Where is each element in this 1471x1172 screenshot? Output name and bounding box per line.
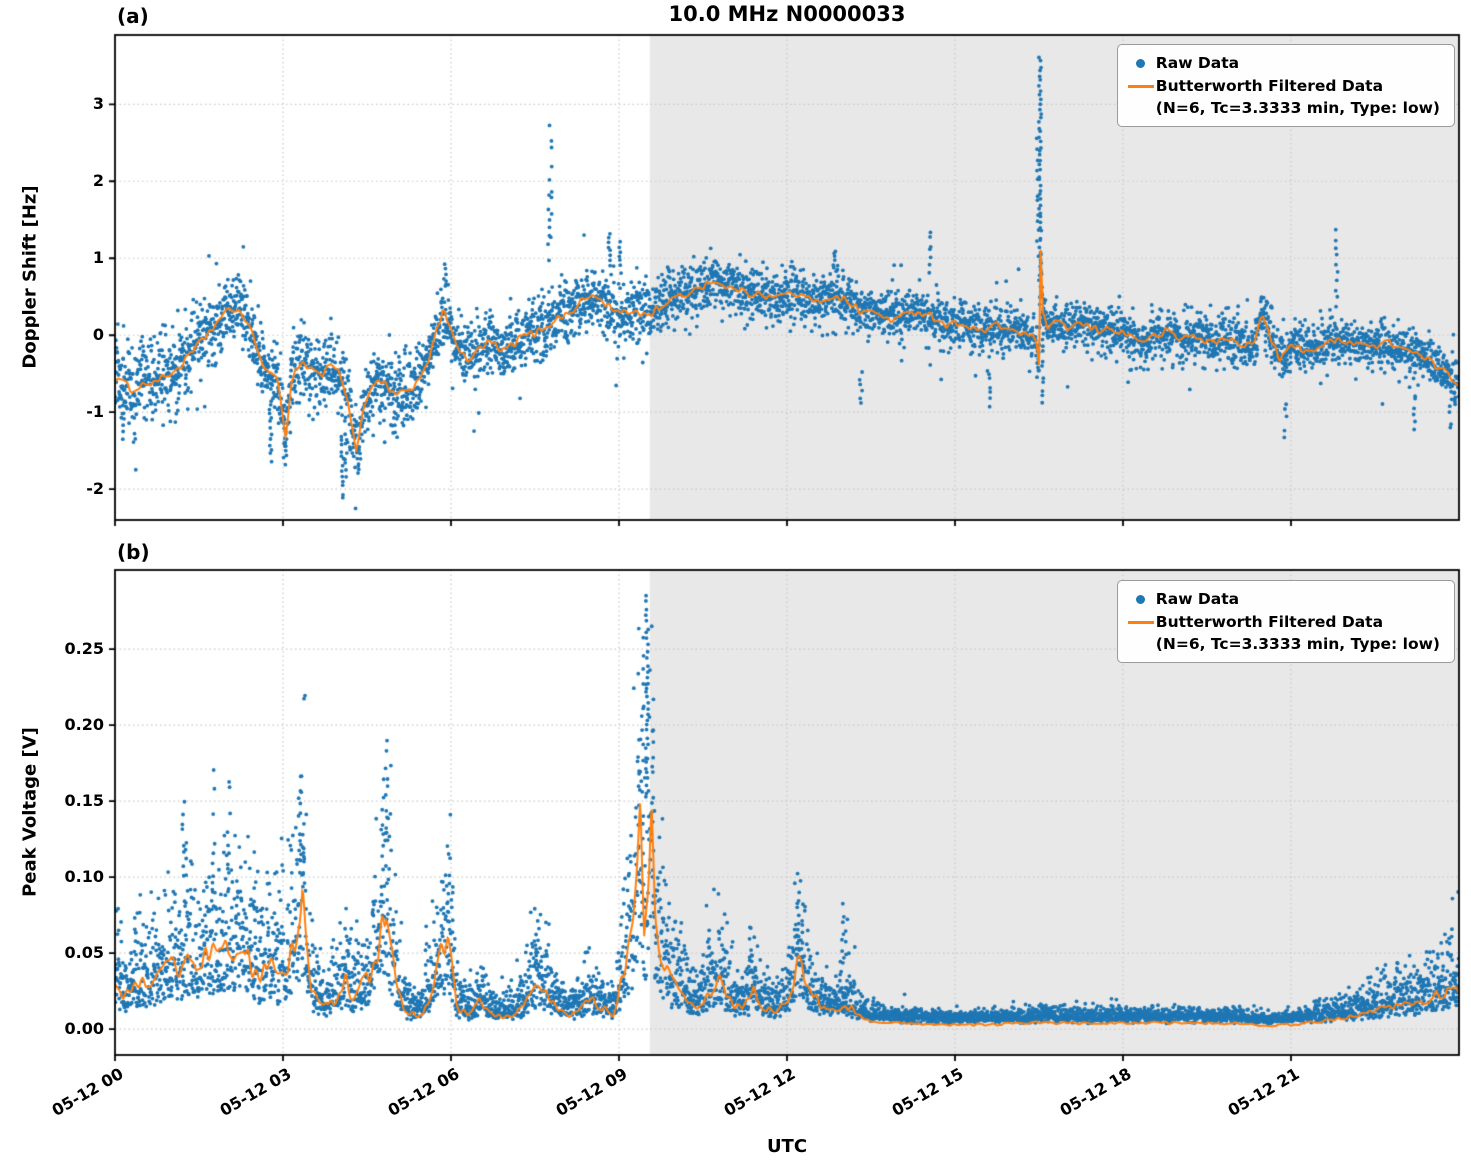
panel-b-label: (b) (117, 540, 150, 564)
legend-filtered-label: Butterworth Filtered Data (1155, 613, 1384, 631)
legend-entry-filtered: Butterworth Filtered Data (1126, 611, 1440, 634)
y-tick-label: -2 (86, 479, 104, 499)
filtered-line-marker-icon (1126, 621, 1156, 624)
y-tick-label: 0.25 (64, 639, 104, 659)
legend-filtered-label: Butterworth Filtered Data (1155, 77, 1384, 95)
filtered-line-marker-icon (1126, 85, 1156, 88)
legend-panel-b: Raw Data Butterworth Filtered Data (N=6,… (1116, 580, 1455, 663)
y-tick-label: 0.10 (64, 867, 104, 887)
y-tick-label: 0.00 (64, 1019, 104, 1039)
x-axis-label: UTC (766, 1136, 808, 1157)
panel-a-label: (a) (117, 4, 149, 28)
y-tick-label: 0.05 (64, 943, 104, 963)
legend-raw-label: Raw Data (1155, 54, 1240, 72)
y-tick-label: 1 (92, 248, 104, 268)
legend-raw-label: Raw Data (1155, 590, 1240, 608)
legend-entry-raw: Raw Data (1126, 588, 1440, 611)
legend-panel-a: Raw Data Butterworth Filtered Data (N=6,… (1116, 44, 1455, 127)
y-tick-label: 0.15 (64, 791, 104, 811)
chart-title: 10.0 MHz N0000033 (668, 2, 906, 26)
y-tick-label: 0 (92, 325, 104, 345)
raw-data-marker-icon (1126, 595, 1156, 604)
y-tick-label: -1 (86, 402, 104, 422)
raw-data-marker-icon (1126, 59, 1156, 68)
legend-entry-raw: Raw Data (1126, 52, 1440, 75)
legend-filtered-sublabel: (N=6, Tc=3.3333 min, Type: low) (1155, 635, 1440, 653)
y-tick-label: 0.20 (64, 715, 104, 735)
legend-entry-filtered: Butterworth Filtered Data (1126, 75, 1440, 98)
legend-filtered-sublabel: (N=6, Tc=3.3333 min, Type: low) (1155, 99, 1440, 117)
y-tick-label: 2 (92, 171, 104, 191)
y-tick-label: 3 (92, 94, 104, 114)
